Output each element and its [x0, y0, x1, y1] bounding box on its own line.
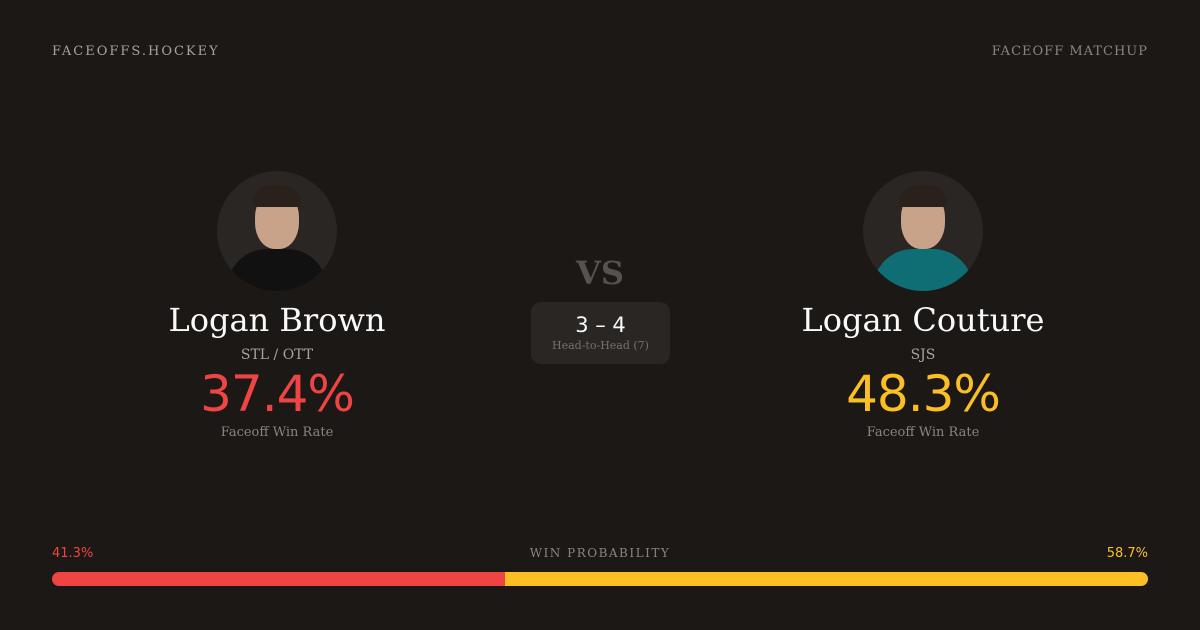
player-team: SJS: [910, 347, 936, 363]
win-rate-label: Faceoff Win Rate: [220, 425, 334, 440]
win-probability-left-segment: [52, 572, 505, 586]
player-name: Logan Brown: [168, 301, 386, 339]
win-rate: 37.4%: [200, 365, 355, 423]
win-rate-label: Faceoff Win Rate: [866, 425, 980, 440]
player-card-left: Logan Brown STL / OTT 37.4% Faceoff Win …: [77, 171, 477, 440]
head-to-head-label: Head-to-Head (7): [552, 339, 649, 352]
player-headshot: [217, 171, 337, 291]
win-probability-bar: [52, 572, 1148, 586]
win-probability-right: 58.7%: [1106, 546, 1148, 561]
page-tag: FACEOFF MATCHUP: [991, 44, 1148, 59]
brand-logo[interactable]: FACEOFFS.HOCKEY: [52, 44, 220, 59]
win-probability-title: WIN PROBABILITY: [529, 546, 671, 560]
win-probability-right-segment: [504, 572, 1148, 586]
player-headshot: [863, 171, 983, 291]
head-to-head-score: 3 – 4: [575, 313, 626, 337]
player-team: STL / OTT: [240, 347, 314, 363]
player-card-right: Logan Couture SJS 48.3% Faceoff Win Rate: [723, 171, 1123, 440]
vs-label: VS: [576, 254, 624, 292]
player-name: Logan Couture: [801, 301, 1045, 339]
win-probability-left: 41.3%: [52, 546, 94, 561]
win-rate: 48.3%: [846, 365, 1001, 423]
head-to-head-box: 3 – 4 Head-to-Head (7): [531, 302, 670, 364]
